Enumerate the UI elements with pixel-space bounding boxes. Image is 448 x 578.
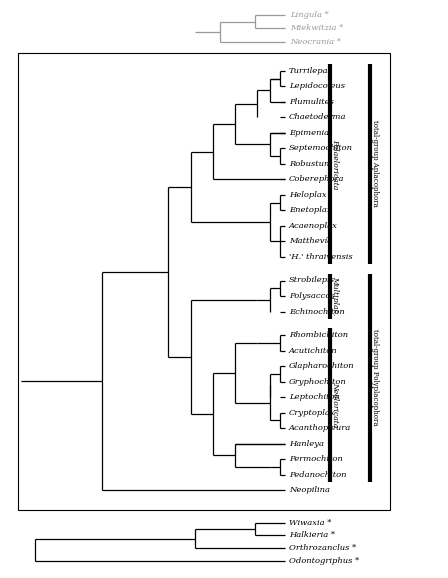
- Text: Strobilepis: Strobilepis: [289, 276, 335, 284]
- Text: Wiwaxia *: Wiwaxia *: [289, 519, 332, 527]
- Text: total-group Aplacophora: total-group Aplacophora: [371, 120, 379, 208]
- Text: Robustum: Robustum: [289, 160, 332, 168]
- Text: Neoloricata: Neoloricata: [331, 382, 339, 428]
- Text: Miekwitzia *: Miekwitzia *: [290, 24, 343, 32]
- Text: Plumulites: Plumulites: [289, 98, 334, 106]
- Text: Hanleya: Hanleya: [289, 440, 324, 448]
- Text: Palaeloricata: Palaeloricata: [331, 139, 339, 189]
- Text: Orthrozanclus *: Orthrozanclus *: [289, 544, 356, 552]
- Text: Chaetoderma: Chaetoderma: [289, 113, 346, 121]
- Text: Turrilepas: Turrilepas: [289, 67, 333, 75]
- Text: Permochiton: Permochiton: [289, 455, 343, 463]
- Text: Coberephora: Coberephora: [289, 175, 345, 183]
- Text: Cryptoplax: Cryptoplax: [289, 409, 336, 417]
- Text: Matthevía: Matthevía: [289, 238, 332, 246]
- Text: Heloplax: Heloplax: [289, 191, 327, 199]
- Bar: [18, 53, 390, 510]
- Text: Neopilina: Neopilina: [289, 486, 330, 494]
- Text: Enetoplax: Enetoplax: [289, 206, 332, 214]
- Text: Gryphochiton: Gryphochiton: [289, 377, 347, 386]
- Text: total-group Polyplacophora: total-group Polyplacophora: [371, 329, 379, 426]
- Text: Halkieria *: Halkieria *: [289, 531, 335, 539]
- Text: Epimenia: Epimenia: [289, 129, 329, 137]
- Text: Odontogriphus *: Odontogriphus *: [289, 557, 359, 565]
- Text: Acanthopleura: Acanthopleura: [289, 424, 351, 432]
- Text: Neocrania *: Neocrania *: [290, 38, 341, 46]
- Text: Septemochiton: Septemochiton: [289, 144, 353, 153]
- Text: Rhombichiton: Rhombichiton: [289, 331, 348, 339]
- Text: Polysaccos: Polysaccos: [289, 292, 335, 300]
- Text: Acaenoplax: Acaenoplax: [289, 222, 338, 230]
- Text: Glapharochiton: Glapharochiton: [289, 362, 355, 370]
- Text: Pedanochiton: Pedanochiton: [289, 470, 346, 479]
- Text: Echinochiton: Echinochiton: [289, 307, 345, 316]
- Text: Lingula *: Lingula *: [290, 11, 329, 19]
- Text: Lepidocoleus: Lepidocoleus: [289, 82, 345, 90]
- Text: Acutichiton: Acutichiton: [289, 347, 338, 354]
- Text: Multiplac.: Multiplac.: [331, 276, 339, 316]
- Text: Leptochiton: Leptochiton: [289, 393, 340, 401]
- Text: 'H.' thraivensis: 'H.' thraivensis: [289, 253, 353, 261]
